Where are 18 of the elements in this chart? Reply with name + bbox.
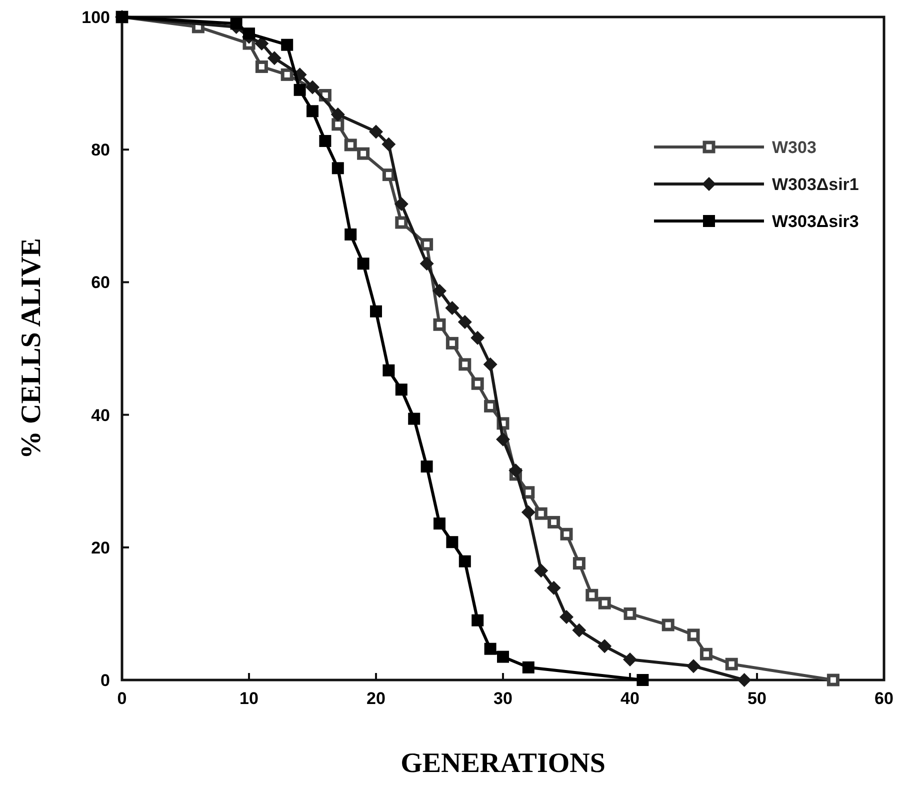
- text: W303Δsir1: [772, 175, 859, 194]
- y-tick-label: 80: [91, 140, 110, 160]
- x-tick-label: 40: [620, 689, 640, 708]
- x-tick-label: 10: [240, 689, 258, 708]
- text: W303: [772, 138, 816, 157]
- y-tick-label: 0: [100, 671, 110, 690]
- x-tick-label: 60: [874, 689, 894, 708]
- x-axis-title: GENERATIONS: [400, 748, 606, 779]
- y-tick-label: 20: [91, 538, 110, 558]
- x-tick-label: 0: [117, 689, 127, 708]
- y-tick-label: 100: [82, 8, 110, 27]
- y-tick-label: 60: [91, 273, 110, 292]
- y-axis-title: % CELLS ALIVE: [16, 238, 47, 459]
- x-tick-label: 50: [748, 689, 766, 708]
- x-tick-label: 20: [366, 689, 386, 708]
- x-tick-label: 30: [494, 689, 512, 708]
- y-tick-label: 40: [91, 406, 110, 425]
- text: W303Δsir3: [772, 212, 859, 231]
